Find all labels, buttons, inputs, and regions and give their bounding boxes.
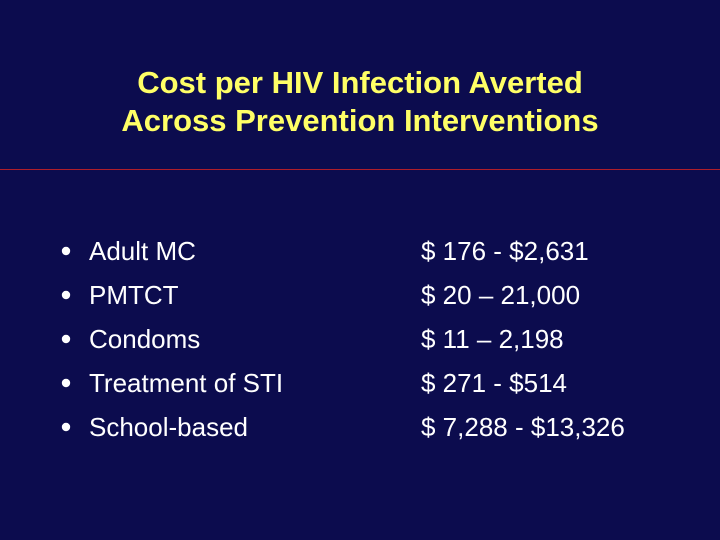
intervention-label: School-based — [89, 412, 248, 442]
bullet-icon — [61, 334, 71, 344]
title-line-1: Cost per HIV Infection Averted — [137, 65, 583, 100]
title-divider — [0, 169, 720, 170]
intervention-cost: $ 271 - $514 — [421, 368, 568, 398]
intervention-cost: $ 11 – 2,198 — [421, 324, 564, 354]
bullet-icon — [61, 378, 71, 388]
intervention-label: Condoms — [89, 324, 201, 354]
intervention-cost: $ 7,288 - $13,326 — [421, 412, 625, 442]
list-item: Condoms $ 11 – 2,198 — [0, 317, 720, 361]
interventions-list: Adult MC $ 176 - $2,631 PMTCT $ 20 – 21,… — [0, 229, 720, 449]
intervention-label: Adult MC — [89, 236, 196, 266]
intervention-cost: $ 20 – 21,000 — [421, 280, 581, 310]
list-item: School-based $ 7,288 - $13,326 — [0, 405, 720, 449]
bullet-icon — [61, 422, 71, 432]
slide-title: Cost per HIV Infection Averted Across Pr… — [0, 64, 720, 140]
list-item: Adult MC $ 176 - $2,631 — [0, 229, 720, 273]
bullet-icon — [61, 246, 71, 256]
intervention-label: Treatment of STI — [89, 368, 284, 398]
bullet-icon — [61, 290, 71, 300]
title-line-2: Across Prevention Interventions — [121, 103, 599, 138]
list-item: PMTCT $ 20 – 21,000 — [0, 273, 720, 317]
list-item: Treatment of STI $ 271 - $514 — [0, 361, 720, 405]
intervention-label: PMTCT — [89, 280, 179, 310]
intervention-cost: $ 176 - $2,631 — [421, 236, 589, 266]
